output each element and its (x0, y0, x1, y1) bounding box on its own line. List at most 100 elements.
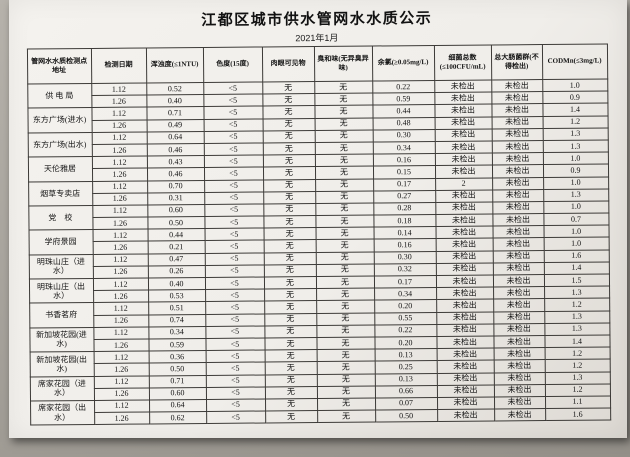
value-cell: 2 (435, 177, 493, 191)
value-cell: 无 (315, 215, 374, 228)
value-cell: 无 (316, 324, 375, 338)
value-cell: 无 (315, 263, 374, 277)
value-cell: 0.46 (146, 167, 205, 181)
value-cell: 1.3 (544, 322, 610, 336)
value-cell: 无 (314, 166, 374, 180)
value-cell: 0.34 (148, 326, 206, 339)
table-header: 管网水水质检测点地址 检测日期 浑浊度(≤1NTU) 色度(15度) 肉眼可见物… (26, 43, 608, 85)
table-body: 供 电 局 1.12 0.52 <5 无无 0.22 未检出 未检出 1.0 1.26 0.40 <5… (27, 78, 611, 426)
value-cell: 无 (315, 251, 374, 265)
value-cell: 无 (263, 252, 316, 265)
value-cell: <5 (203, 142, 263, 156)
value-cell: 1.12 (93, 326, 149, 340)
value-cell: 无 (264, 300, 317, 314)
value-cell: 未检出 (491, 103, 543, 117)
col-header-coliform: 总大肠菌群(不得检出) (490, 44, 543, 80)
value-cell: <5 (203, 155, 263, 168)
value-cell: 未检出 (492, 201, 544, 215)
value-cell: 1.3 (542, 139, 608, 153)
value-cell: <5 (204, 240, 264, 254)
value-cell: 1.26 (92, 217, 148, 230)
value-cell: 1.26 (91, 119, 147, 133)
value-cell: <5 (205, 301, 265, 315)
value-cell: 0.22 (372, 80, 435, 94)
value-cell: 无 (263, 191, 316, 204)
value-cell: 1.26 (92, 241, 148, 255)
value-cell: 无 (316, 336, 375, 350)
value-cell: 1.12 (92, 253, 148, 267)
value-cell: 无 (263, 215, 316, 229)
value-cell: 1.26 (93, 290, 149, 303)
value-cell: 未检出 (435, 189, 493, 203)
value-cell: 未检出 (435, 226, 493, 239)
value-cell: 未检出 (491, 152, 543, 166)
value-cell: 0.13 (374, 348, 437, 362)
value-cell: 1.6 (543, 249, 609, 263)
value-cell: 无 (316, 300, 375, 314)
location-cell: 东方广场(出水) (27, 132, 92, 158)
value-cell: 1.5 (543, 273, 610, 287)
value-cell: 0.27 (373, 190, 436, 203)
value-cell: 1.3 (544, 286, 610, 299)
value-cell: <5 (205, 362, 265, 375)
value-cell: 1.0 (543, 200, 609, 214)
value-cell: 无 (264, 361, 317, 375)
value-cell: <5 (203, 106, 263, 120)
value-cell: 未检出 (435, 250, 493, 264)
value-cell: 无 (262, 166, 316, 180)
value-cell: 0.64 (149, 399, 207, 413)
location-cell: 新加坡花园(出水) (29, 351, 94, 377)
location-cell: 明珠山庄（进水） (28, 254, 93, 280)
col-header-address: 管网水水质检测点地址 (26, 48, 92, 85)
value-cell: 无 (262, 105, 315, 119)
value-cell: 未检出 (436, 323, 494, 337)
value-cell: 1.26 (93, 338, 149, 352)
value-cell: 无 (317, 410, 376, 423)
value-cell: 0.36 (148, 350, 206, 364)
location-cell: 东方广场(进水) (27, 107, 92, 133)
location-cell: 天伦雅居 (27, 156, 93, 182)
value-cell: <5 (204, 203, 264, 217)
location-cell: 席家花园（出水） (30, 400, 95, 426)
value-cell: 未检出 (492, 250, 544, 263)
value-cell: 无 (263, 276, 317, 290)
value-cell: 0.44 (372, 104, 435, 118)
value-cell: 无 (262, 81, 315, 95)
value-cell: 0.55 (374, 312, 437, 325)
value-cell: 0.31 (147, 192, 205, 205)
value-cell: 未检出 (436, 396, 495, 410)
value-cell: 0.53 (148, 289, 206, 303)
value-cell: 未检出 (493, 311, 545, 324)
value-cell: 0.46 (146, 143, 204, 157)
value-cell: 未检出 (492, 189, 544, 202)
value-cell: 1.26 (94, 412, 150, 425)
value-cell: 未检出 (491, 79, 543, 93)
value-cell: 未检出 (492, 274, 545, 288)
value-cell: 1.2 (542, 115, 608, 129)
value-cell: <5 (203, 130, 263, 144)
location-cell: 党 校 (28, 205, 93, 231)
value-cell: <5 (205, 325, 265, 339)
value-cell: 无 (315, 276, 375, 289)
value-cell: 0.26 (147, 265, 205, 278)
value-cell: 未检出 (492, 213, 544, 227)
value-cell: 1.26 (93, 387, 150, 401)
value-cell: <5 (204, 228, 264, 241)
value-cell: 0.7 (543, 213, 609, 226)
value-cell: 0.71 (148, 374, 206, 388)
value-cell: 1.6 (545, 408, 611, 421)
location-cell: 供 电 局 (27, 83, 92, 109)
value-cell: 1.12 (91, 82, 147, 96)
value-cell: 无 (314, 141, 373, 155)
value-cell: 1.3 (544, 371, 610, 385)
value-cell: 1.2 (544, 298, 610, 312)
value-cell: 1.12 (91, 156, 147, 169)
col-header-turbidity: 浑浊度(≤1NTU) (145, 47, 204, 83)
value-cell: 1.26 (91, 143, 147, 157)
value-cell: 无 (262, 142, 315, 156)
value-cell: 无 (316, 312, 375, 326)
value-cell: 无 (264, 374, 317, 387)
value-cell: 未检出 (436, 299, 494, 313)
value-cell: 0.60 (147, 204, 205, 218)
value-cell: 0.15 (372, 165, 436, 179)
